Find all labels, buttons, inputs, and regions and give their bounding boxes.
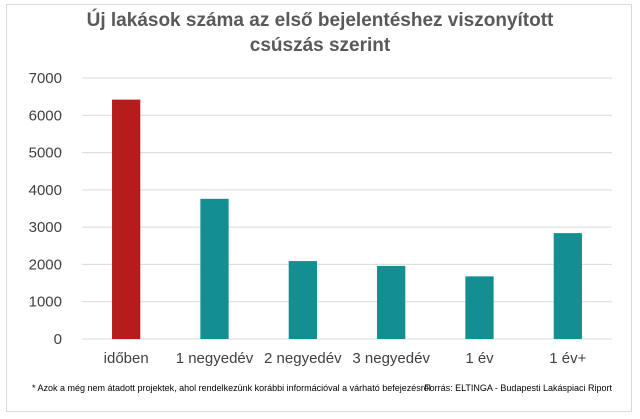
y-tick-label: 0 xyxy=(54,331,62,348)
x-category-label: 1 év+ xyxy=(549,350,586,367)
chart-frame xyxy=(6,4,632,412)
x-category-label: 1 negyedév xyxy=(176,350,254,367)
x-category-label: 1 év xyxy=(465,350,494,367)
bars xyxy=(112,99,582,339)
chart-title-line2: csúszás szerint xyxy=(249,35,391,56)
chart-title-line1: Új lakások száma az első bejelentéshez v… xyxy=(86,10,554,31)
y-tick-label: 1000 xyxy=(29,294,62,311)
bar xyxy=(377,265,406,339)
y-tick-label: 7000 xyxy=(29,70,62,87)
x-category-label: 3 negyedév xyxy=(352,350,430,367)
bar xyxy=(465,276,494,339)
gridlines xyxy=(82,77,612,340)
bar xyxy=(112,99,141,339)
footnote: * Azok a még nem átadott projektek, ahol… xyxy=(32,383,431,393)
y-tick-label: 3000 xyxy=(29,219,62,236)
y-axis-ticks: 0 1000 2000 3000 4000 5000 6000 7000 xyxy=(29,70,62,348)
bar xyxy=(200,198,229,339)
bar xyxy=(288,261,317,339)
bar xyxy=(553,233,582,339)
chart-title: Új lakások száma az első bejelentéshez v… xyxy=(0,8,640,58)
y-tick-label: 6000 xyxy=(29,107,62,124)
y-tick-label: 5000 xyxy=(29,145,62,162)
x-axis-labels: időben 1 negyedév 2 negyedév 3 negyedév 1 év… xyxy=(104,350,587,367)
y-tick-label: 2000 xyxy=(29,256,62,273)
y-tick-label: 4000 xyxy=(29,182,62,199)
source-note: Forrás: ELTINGA - Budapesti Lakáspiaci R… xyxy=(424,383,612,393)
x-category-label: időben xyxy=(104,350,149,367)
x-category-label: 2 negyedév xyxy=(264,350,342,367)
